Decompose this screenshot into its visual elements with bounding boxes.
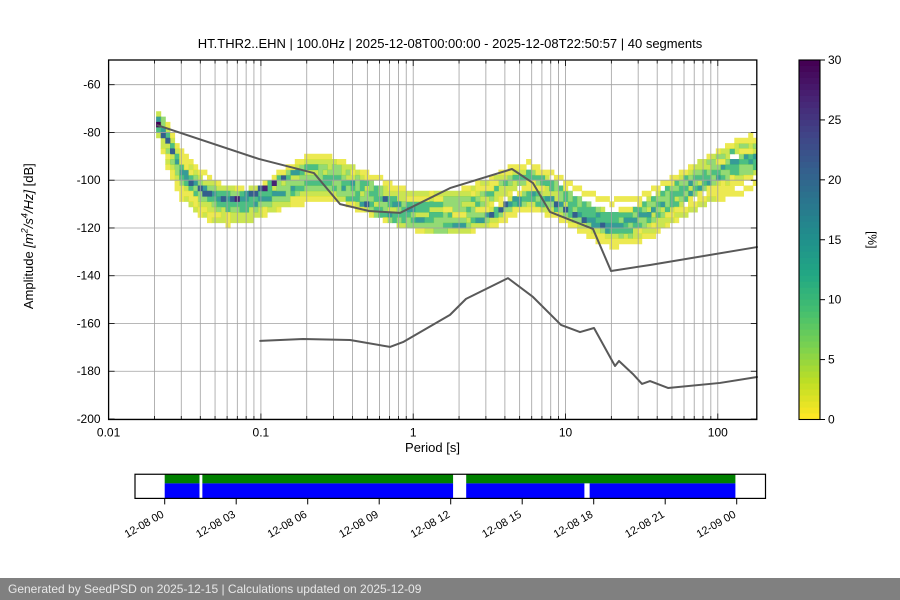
svg-text:12-08 03: 12-08 03	[194, 509, 238, 541]
svg-text:12-08 21: 12-08 21	[623, 509, 667, 541]
svg-text:0.01: 0.01	[97, 426, 121, 440]
svg-text:-60: -60	[83, 78, 101, 92]
svg-text:-140: -140	[77, 269, 101, 283]
svg-text:100: 100	[708, 426, 728, 440]
svg-text:5: 5	[828, 353, 835, 367]
svg-text:12-09 00: 12-09 00	[695, 509, 739, 541]
svg-text:12-08 09: 12-08 09	[337, 509, 381, 541]
svg-text:[%]: [%]	[865, 231, 879, 248]
svg-text:-80: -80	[83, 125, 101, 139]
svg-text:20: 20	[828, 173, 842, 187]
svg-text:12-08 12: 12-08 12	[409, 509, 453, 541]
svg-text:12-08 00: 12-08 00	[123, 509, 167, 541]
svg-text:12-08 06: 12-08 06	[266, 509, 310, 541]
svg-text:-180: -180	[77, 364, 101, 378]
svg-text:1: 1	[410, 426, 417, 440]
svg-text:10: 10	[559, 426, 573, 440]
svg-text:-100: -100	[77, 173, 101, 187]
svg-text:-160: -160	[77, 316, 101, 330]
svg-text:0: 0	[828, 413, 835, 427]
svg-text:0.1: 0.1	[253, 426, 270, 440]
svg-text:30: 30	[828, 53, 842, 67]
svg-text:10: 10	[828, 293, 842, 307]
svg-text:12-08 15: 12-08 15	[480, 509, 524, 541]
svg-text:-200: -200	[77, 412, 101, 426]
svg-text:12-08 18: 12-08 18	[552, 509, 596, 541]
svg-text:-120: -120	[77, 221, 101, 235]
svg-text:15: 15	[828, 233, 842, 247]
svg-text:25: 25	[828, 113, 842, 127]
